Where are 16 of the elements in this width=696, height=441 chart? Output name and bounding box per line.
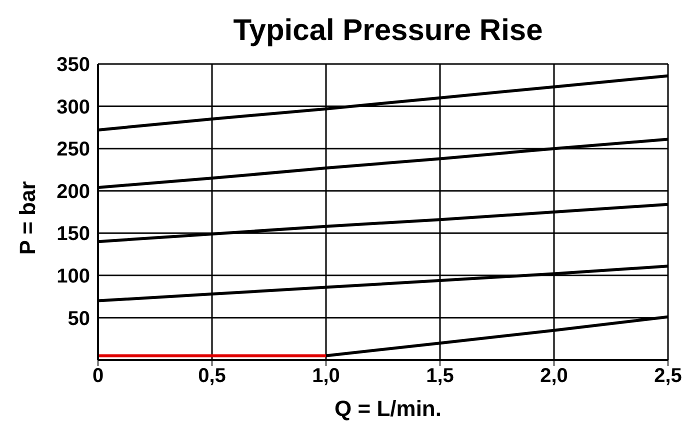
y-tick-label: 350 [56, 54, 90, 76]
x-tick-label: 0 [92, 365, 104, 388]
x-tick-label: 1,5 [426, 365, 454, 388]
y-tick-label: 250 [56, 138, 90, 161]
chart-title: Typical Pressure Rise [232, 13, 544, 49]
x-tick-label: 2,0 [540, 365, 568, 388]
x-tick-label: 1,0 [312, 365, 340, 388]
y-tick-label: 300 [56, 96, 90, 118]
x-tick-label: 0,5 [198, 365, 226, 388]
y-axis-title: P = bar [15, 181, 41, 255]
x-tick-label: 2,5 [654, 365, 682, 388]
y-tick-label: 100 [56, 266, 90, 288]
y-tick-label: 150 [56, 223, 90, 246]
y-tick-label: 200 [56, 180, 90, 203]
y-tick-label: 50 [68, 308, 90, 330]
x-axis-title: Q = L/min. [334, 396, 442, 422]
